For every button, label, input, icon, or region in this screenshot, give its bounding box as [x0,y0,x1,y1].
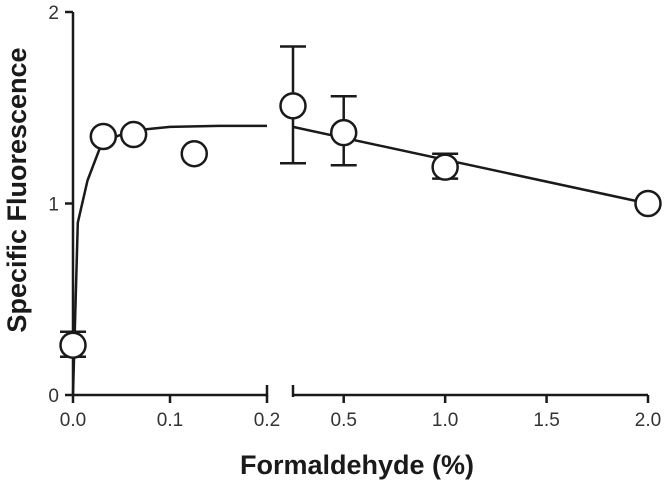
data-point [634,189,662,218]
y-tick-label: 1 [48,195,59,216]
x-tick-label: 1.0 [432,410,458,431]
data-point [119,120,148,149]
data-point [59,331,87,359]
fit-curves [71,124,649,396]
x-tick-label: 0.5 [331,410,357,431]
x-tick-label: 0.2 [254,410,280,431]
x-tick-label: 1.5 [533,410,559,431]
data-point [89,122,118,151]
ticks: 0 1 2 0.0 0.1 0.2 0.5 1.0 1.5 2.0 [48,3,661,431]
x-tick-label: 2.0 [635,410,661,431]
x-tick-label: 0.1 [157,410,183,431]
x-tick-label: 0.0 [60,410,86,431]
x-axis-title: Formaldehyde (%) [240,450,474,480]
data-point [329,118,358,147]
data-point [180,139,208,168]
data-point [431,153,459,181]
y-tick-label: 2 [48,3,59,24]
data-point [279,92,307,120]
fit-curve-left [71,124,267,396]
error-bars [60,45,459,358]
axes [71,12,648,397]
y-axis-title: Specific Fluorescence [2,47,32,332]
y-tick-label: 0 [48,386,59,407]
data-points [59,92,662,359]
